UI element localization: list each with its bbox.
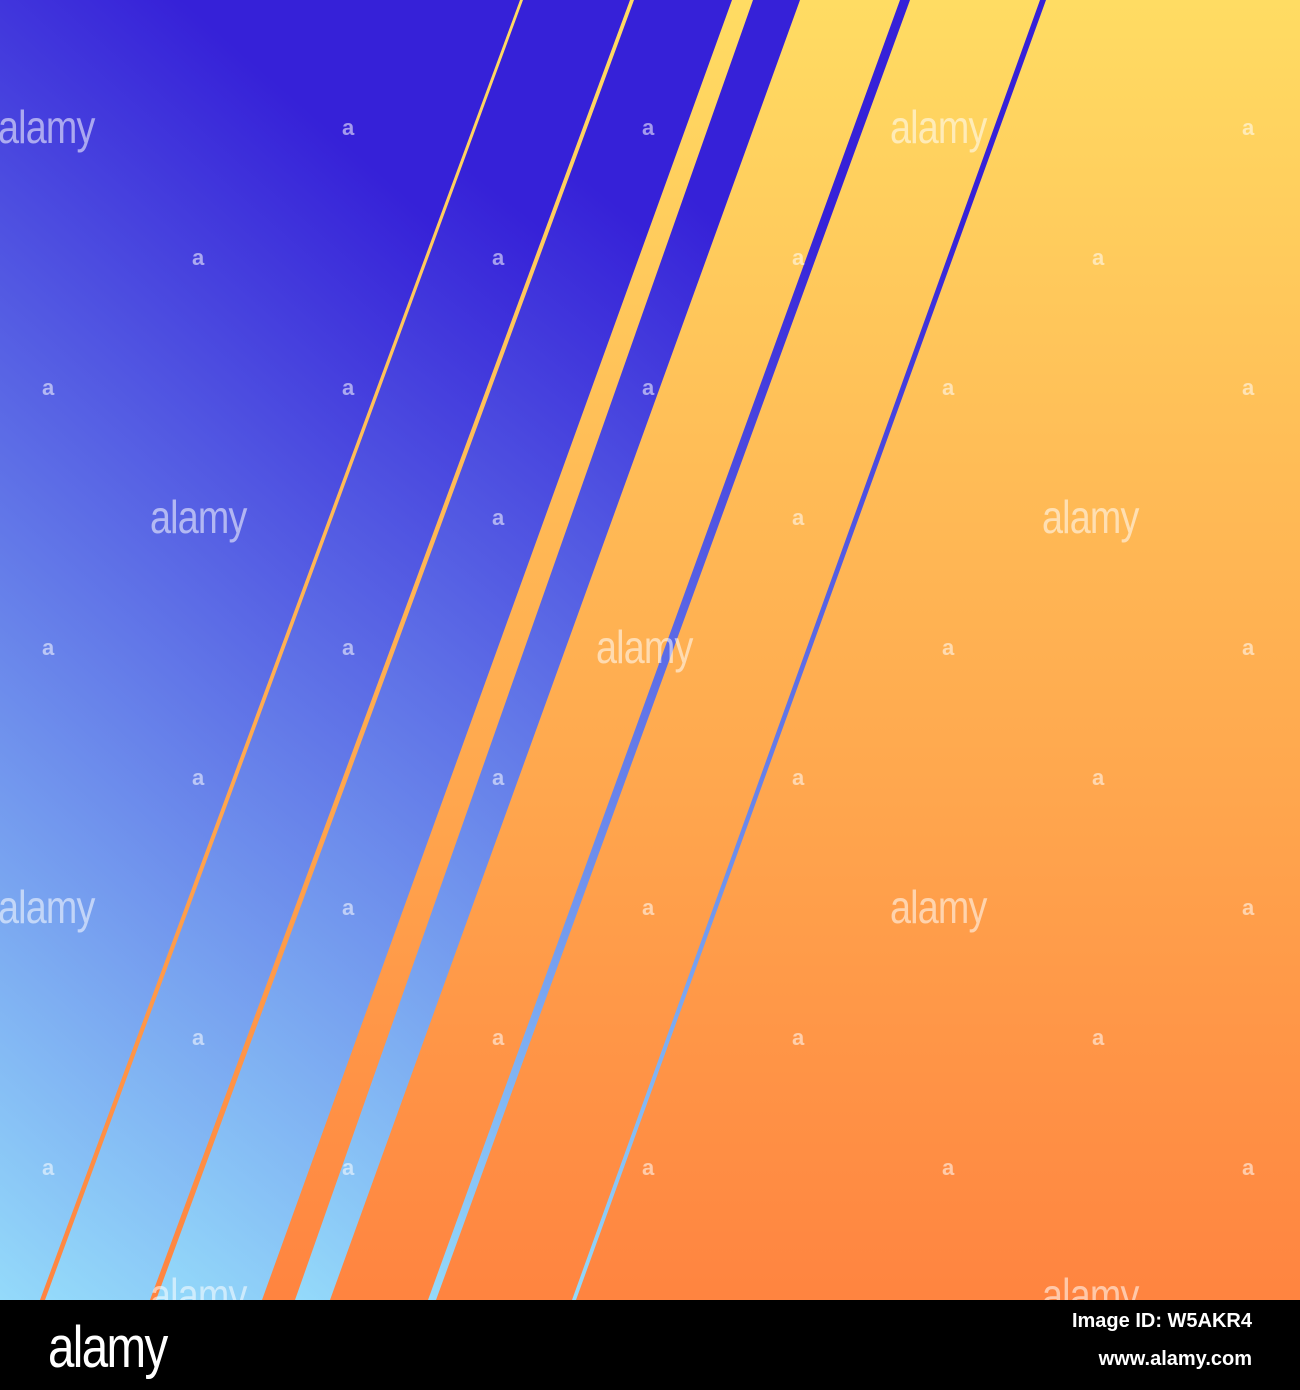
blue-band-2 [45, 0, 630, 1300]
blue-band-1 [0, 0, 520, 1300]
alamy-logo: alamy [48, 1315, 168, 1380]
diagonal-stripes-graphic [0, 0, 1300, 1300]
blue-band-5 [428, 0, 910, 1300]
blue-band-3 [156, 0, 732, 1300]
blue-band-4 [295, 0, 800, 1300]
artwork: alamy alamy alamy alamy alamy alamy alamy alamy… [0, 0, 1300, 1300]
site-url: www.alamy.com [1098, 1348, 1252, 1370]
image-id-label: Image ID: W5AKR4 [1071, 1310, 1252, 1332]
footer-bar: alamy Image ID: W5AKR4 www.alamy.com [0, 1300, 1300, 1390]
blue-band-6 [572, 0, 1046, 1300]
